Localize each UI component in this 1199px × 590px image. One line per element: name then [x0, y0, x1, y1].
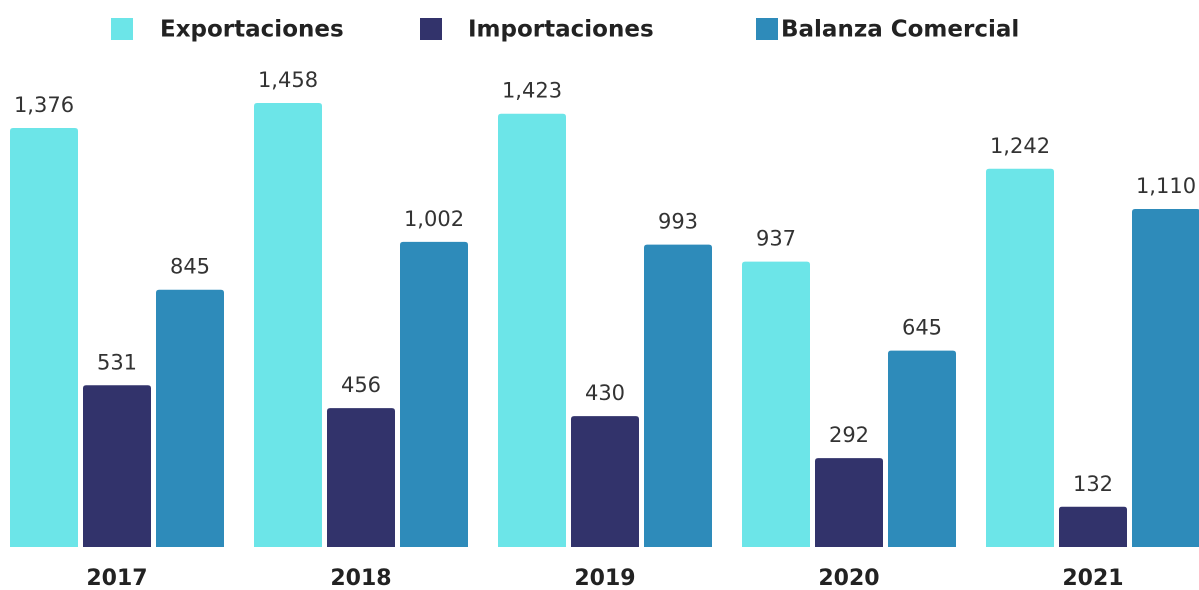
bar [571, 416, 639, 547]
value-label: 132 [1073, 472, 1113, 496]
legend-swatch [756, 18, 778, 40]
bar [327, 408, 395, 547]
bar [815, 458, 883, 547]
bar [644, 244, 712, 547]
bar [1059, 506, 1127, 547]
value-label: 1,423 [502, 79, 562, 103]
value-label: 292 [829, 423, 869, 447]
bar [888, 350, 956, 547]
legend-label: Exportaciones [160, 17, 344, 43]
bar [400, 241, 468, 548]
legend-swatch [420, 18, 442, 40]
value-label: 1,110 [1136, 174, 1196, 198]
bar [83, 385, 151, 547]
value-label: 993 [658, 210, 698, 234]
value-label: 845 [170, 255, 210, 279]
value-label: 430 [585, 381, 625, 405]
legend-label: Importaciones [468, 17, 654, 43]
bar [742, 261, 810, 547]
value-label: 1,242 [990, 134, 1050, 158]
legend-swatch [111, 18, 133, 40]
bar [1132, 209, 1199, 547]
value-label: 1,002 [404, 207, 464, 231]
value-label: 531 [97, 350, 137, 374]
x-tick-label: 2017 [86, 566, 147, 590]
x-tick-label: 2019 [574, 566, 635, 590]
bar [10, 128, 78, 547]
bar [156, 289, 224, 547]
value-label: 937 [756, 227, 796, 251]
x-tick-label: 2018 [330, 566, 391, 590]
bar [986, 168, 1054, 547]
x-tick-label: 2020 [818, 566, 879, 590]
value-label: 645 [902, 316, 942, 340]
bar [254, 103, 322, 547]
bar [498, 113, 566, 547]
value-label: 456 [341, 373, 381, 397]
legend-label: Balanza Comercial [781, 17, 1019, 43]
value-label: 1,376 [14, 93, 74, 117]
x-tick-label: 2021 [1062, 566, 1123, 590]
value-label: 1,458 [258, 68, 318, 92]
